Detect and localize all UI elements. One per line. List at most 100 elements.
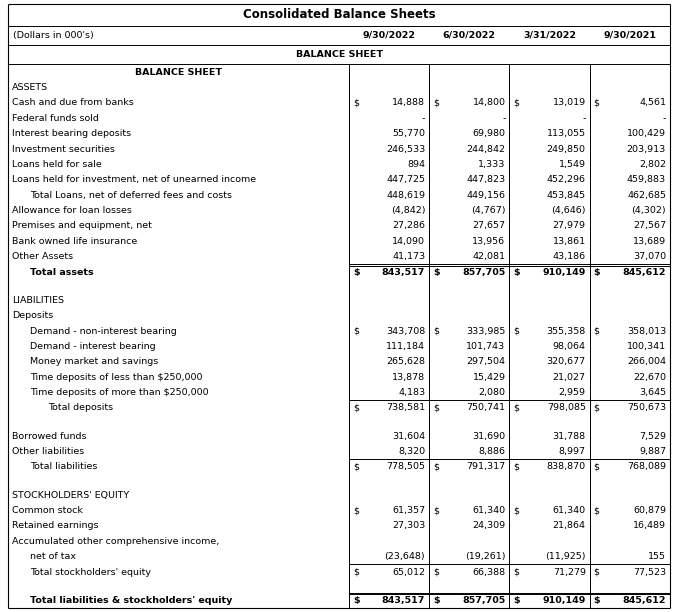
Text: Deposits: Deposits	[12, 311, 54, 320]
Text: 447,823: 447,823	[466, 175, 506, 184]
Text: 333,985: 333,985	[466, 327, 506, 335]
Text: Demand - non-interest bearing: Demand - non-interest bearing	[30, 327, 177, 335]
Text: 27,303: 27,303	[392, 521, 425, 531]
Text: BALANCE SHEET: BALANCE SHEET	[296, 50, 382, 59]
Text: (4,842): (4,842)	[391, 206, 425, 215]
Text: -: -	[582, 114, 586, 123]
Text: $: $	[513, 267, 520, 277]
Text: 31,604: 31,604	[392, 431, 425, 441]
Text: Other Assets: Other Assets	[12, 252, 73, 261]
Text: 845,612: 845,612	[622, 596, 666, 605]
Text: 297,504: 297,504	[466, 357, 506, 367]
Text: 42,081: 42,081	[473, 252, 506, 261]
Text: 798,085: 798,085	[546, 403, 586, 412]
Text: 320,677: 320,677	[546, 357, 586, 367]
Text: 13,689: 13,689	[633, 237, 666, 246]
Text: $: $	[353, 327, 359, 335]
Text: 750,741: 750,741	[466, 403, 506, 412]
Text: $: $	[353, 596, 359, 605]
Text: 3/31/2022: 3/31/2022	[523, 31, 576, 40]
Text: 9/30/2022: 9/30/2022	[363, 31, 416, 40]
Text: 71,279: 71,279	[553, 567, 586, 577]
Text: 101,743: 101,743	[466, 342, 506, 351]
Text: $: $	[594, 506, 600, 515]
Text: $: $	[513, 403, 519, 412]
Text: 100,341: 100,341	[627, 342, 666, 351]
Text: 41,173: 41,173	[392, 252, 425, 261]
Text: (4,302): (4,302)	[631, 206, 666, 215]
Text: $: $	[594, 267, 600, 277]
Text: $: $	[353, 567, 359, 577]
Text: ASSETS: ASSETS	[12, 83, 48, 92]
Text: $: $	[513, 596, 520, 605]
Text: 8,997: 8,997	[559, 447, 586, 456]
Text: Time deposits of less than $250,000: Time deposits of less than $250,000	[30, 373, 203, 382]
Text: 246,533: 246,533	[386, 144, 425, 154]
Text: 1,333: 1,333	[478, 160, 506, 169]
Text: 791,317: 791,317	[466, 463, 506, 471]
Text: Retained earnings: Retained earnings	[12, 521, 98, 531]
Text: $: $	[513, 99, 519, 108]
Text: $: $	[594, 403, 600, 412]
Text: 13,956: 13,956	[473, 237, 506, 246]
Text: $: $	[433, 596, 440, 605]
Text: net of tax: net of tax	[30, 552, 76, 561]
Text: 6/30/2022: 6/30/2022	[443, 31, 496, 40]
Text: -: -	[502, 114, 506, 123]
Text: Demand - interest bearing: Demand - interest bearing	[30, 342, 156, 351]
Text: $: $	[353, 506, 359, 515]
Text: 894: 894	[407, 160, 425, 169]
Text: (11,925): (11,925)	[545, 552, 586, 561]
Text: Other liabilities: Other liabilities	[12, 447, 84, 456]
Text: $: $	[594, 99, 600, 108]
Text: 2,802: 2,802	[639, 160, 666, 169]
Text: 9/30/2021: 9/30/2021	[603, 31, 656, 40]
Text: 358,013: 358,013	[626, 327, 666, 335]
Text: 65,012: 65,012	[392, 567, 425, 577]
Text: 100,429: 100,429	[627, 129, 666, 138]
Text: 265,628: 265,628	[386, 357, 425, 367]
Text: BALANCE SHEET: BALANCE SHEET	[135, 68, 222, 76]
Text: 14,800: 14,800	[473, 99, 506, 108]
Text: 31,788: 31,788	[553, 431, 586, 441]
Text: Total stockholders' equity: Total stockholders' equity	[30, 567, 151, 577]
Text: 355,358: 355,358	[546, 327, 586, 335]
Text: Allowance for loan losses: Allowance for loan losses	[12, 206, 132, 215]
Text: 3,645: 3,645	[639, 388, 666, 397]
Text: 449,156: 449,156	[466, 191, 506, 200]
Text: 2,959: 2,959	[559, 388, 586, 397]
Text: 21,864: 21,864	[553, 521, 586, 531]
Text: Federal funds sold: Federal funds sold	[12, 114, 99, 123]
Text: Total liabilities & stockholders' equity: Total liabilities & stockholders' equity	[30, 596, 233, 605]
Text: $: $	[433, 267, 440, 277]
Text: $: $	[594, 463, 600, 471]
Text: 452,296: 452,296	[546, 175, 586, 184]
Text: 27,286: 27,286	[392, 222, 425, 230]
Text: 13,878: 13,878	[392, 373, 425, 382]
Text: Total assets: Total assets	[30, 267, 94, 277]
Text: Total Loans, net of deferred fees and costs: Total Loans, net of deferred fees and co…	[30, 191, 232, 200]
Text: 4,561: 4,561	[639, 99, 666, 108]
Text: Premises and equipment, net: Premises and equipment, net	[12, 222, 152, 230]
Text: 27,567: 27,567	[633, 222, 666, 230]
Text: 61,340: 61,340	[473, 506, 506, 515]
Text: 15,429: 15,429	[473, 373, 506, 382]
Text: $: $	[433, 99, 439, 108]
Text: 16,489: 16,489	[633, 521, 666, 531]
Text: LIABILITIES: LIABILITIES	[12, 296, 64, 305]
Text: 343,708: 343,708	[386, 327, 425, 335]
Text: 845,612: 845,612	[622, 267, 666, 277]
Text: 249,850: 249,850	[546, 144, 586, 154]
Text: Accumulated other comprehensive income,: Accumulated other comprehensive income,	[12, 537, 219, 546]
Text: 2,080: 2,080	[479, 388, 506, 397]
Text: $: $	[433, 506, 439, 515]
Text: Cash and due from banks: Cash and due from banks	[12, 99, 134, 108]
Text: 60,879: 60,879	[633, 506, 666, 515]
Text: $: $	[513, 463, 519, 471]
Text: 27,657: 27,657	[473, 222, 506, 230]
Text: $: $	[513, 506, 519, 515]
Text: 13,861: 13,861	[553, 237, 586, 246]
Text: $: $	[353, 463, 359, 471]
Text: $: $	[433, 327, 439, 335]
Text: Total liabilities: Total liabilities	[30, 463, 98, 471]
